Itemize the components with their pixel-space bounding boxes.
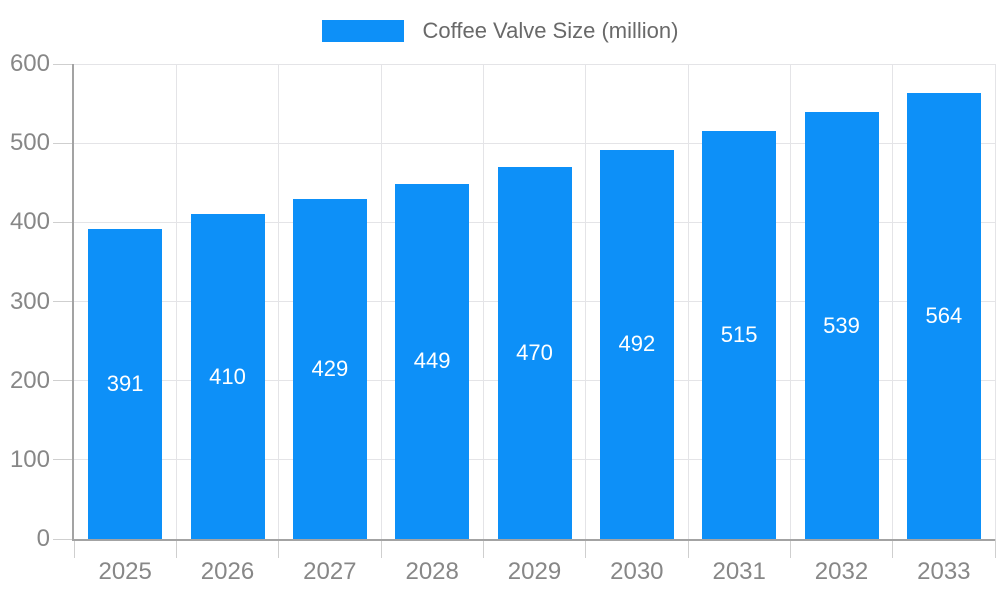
gridline-vertical <box>994 64 996 539</box>
x-tick-mark <box>789 539 791 558</box>
legend-swatch[interactable] <box>321 20 404 42</box>
y-tick-label: 200 <box>9 366 50 394</box>
x-tick-mark <box>687 539 689 558</box>
y-tick-mark <box>53 221 72 223</box>
bar-2026[interactable]: 410 <box>190 214 265 539</box>
x-tick-mark <box>73 539 75 558</box>
y-tick-mark <box>53 380 72 382</box>
x-tick-label: 2033 <box>917 558 971 585</box>
x-tick-mark <box>892 539 894 558</box>
gridline-horizontal <box>74 63 995 65</box>
x-tick-mark <box>585 539 587 558</box>
x-tick-label: 2025 <box>98 558 152 585</box>
x-tick-label: 2026 <box>200 558 255 585</box>
x-tick-label: 2030 <box>610 558 664 585</box>
x-axis-line <box>72 539 995 541</box>
x-tick-label: 2027 <box>303 558 357 585</box>
x-tick-mark <box>278 539 280 558</box>
gridline-vertical <box>482 64 484 539</box>
y-tick-mark <box>53 301 72 302</box>
x-tick-label: 2028 <box>405 558 459 585</box>
bar-value-label: 564 <box>925 302 963 328</box>
bar-2025[interactable]: 391 <box>88 229 163 539</box>
bar-value-label: 539 <box>823 312 860 338</box>
bar-2029[interactable]: 470 <box>497 166 572 539</box>
bar-2027[interactable]: 429 <box>292 199 367 539</box>
gridline-vertical <box>278 64 280 539</box>
bar-value-label: 391 <box>106 371 144 397</box>
x-tick-mark <box>482 539 484 558</box>
bar-value-label: 449 <box>413 348 451 374</box>
bar-value-label: 410 <box>209 363 246 389</box>
y-tick-mark <box>53 538 72 540</box>
legend[interactable]: Coffee Valve Size (million) <box>0 20 1000 42</box>
x-tick-label: 2031 <box>712 558 766 585</box>
y-tick-label: 400 <box>9 208 50 236</box>
x-tick-mark <box>380 539 382 558</box>
x-tick-mark <box>175 539 177 558</box>
y-tick-label: 0 <box>36 525 50 552</box>
y-tick-label: 300 <box>9 287 50 315</box>
bar-2028[interactable]: 449 <box>395 183 470 539</box>
x-tick-label: 2029 <box>507 558 562 585</box>
plot-area: 0 100 200 300 400 500 600 391 2025 410 2026 429 2027… <box>10 51 996 585</box>
legend-label: Coffee Valve Size (million) <box>422 18 679 43</box>
gridline-vertical <box>789 64 791 539</box>
x-tick-mark <box>994 539 996 558</box>
y-tick-mark <box>53 459 72 461</box>
bar-2031[interactable]: 515 <box>702 131 777 539</box>
bar-value-label: 515 <box>720 322 758 348</box>
y-tick-mark <box>53 142 72 144</box>
bar-2030[interactable]: 492 <box>599 149 674 539</box>
gridline-vertical <box>380 64 382 539</box>
y-tick-label: 100 <box>9 445 50 473</box>
y-tick-mark <box>53 63 72 65</box>
gridline-horizontal <box>74 142 995 144</box>
gridline-vertical <box>175 64 177 539</box>
bar-value-label: 429 <box>311 356 349 382</box>
bar-value-label: 470 <box>516 339 553 365</box>
x-tick-label: 2032 <box>814 558 869 585</box>
gridline-vertical <box>892 64 894 539</box>
bar-2032[interactable]: 539 <box>804 112 879 539</box>
y-tick-label: 500 <box>9 129 50 157</box>
bar-value-label: 492 <box>618 331 656 357</box>
y-axis-line <box>72 64 74 539</box>
bar-2033[interactable]: 564 <box>906 92 981 539</box>
gridline-vertical <box>585 64 587 539</box>
y-tick-label: 600 <box>9 50 50 77</box>
gridline-vertical <box>687 64 689 539</box>
